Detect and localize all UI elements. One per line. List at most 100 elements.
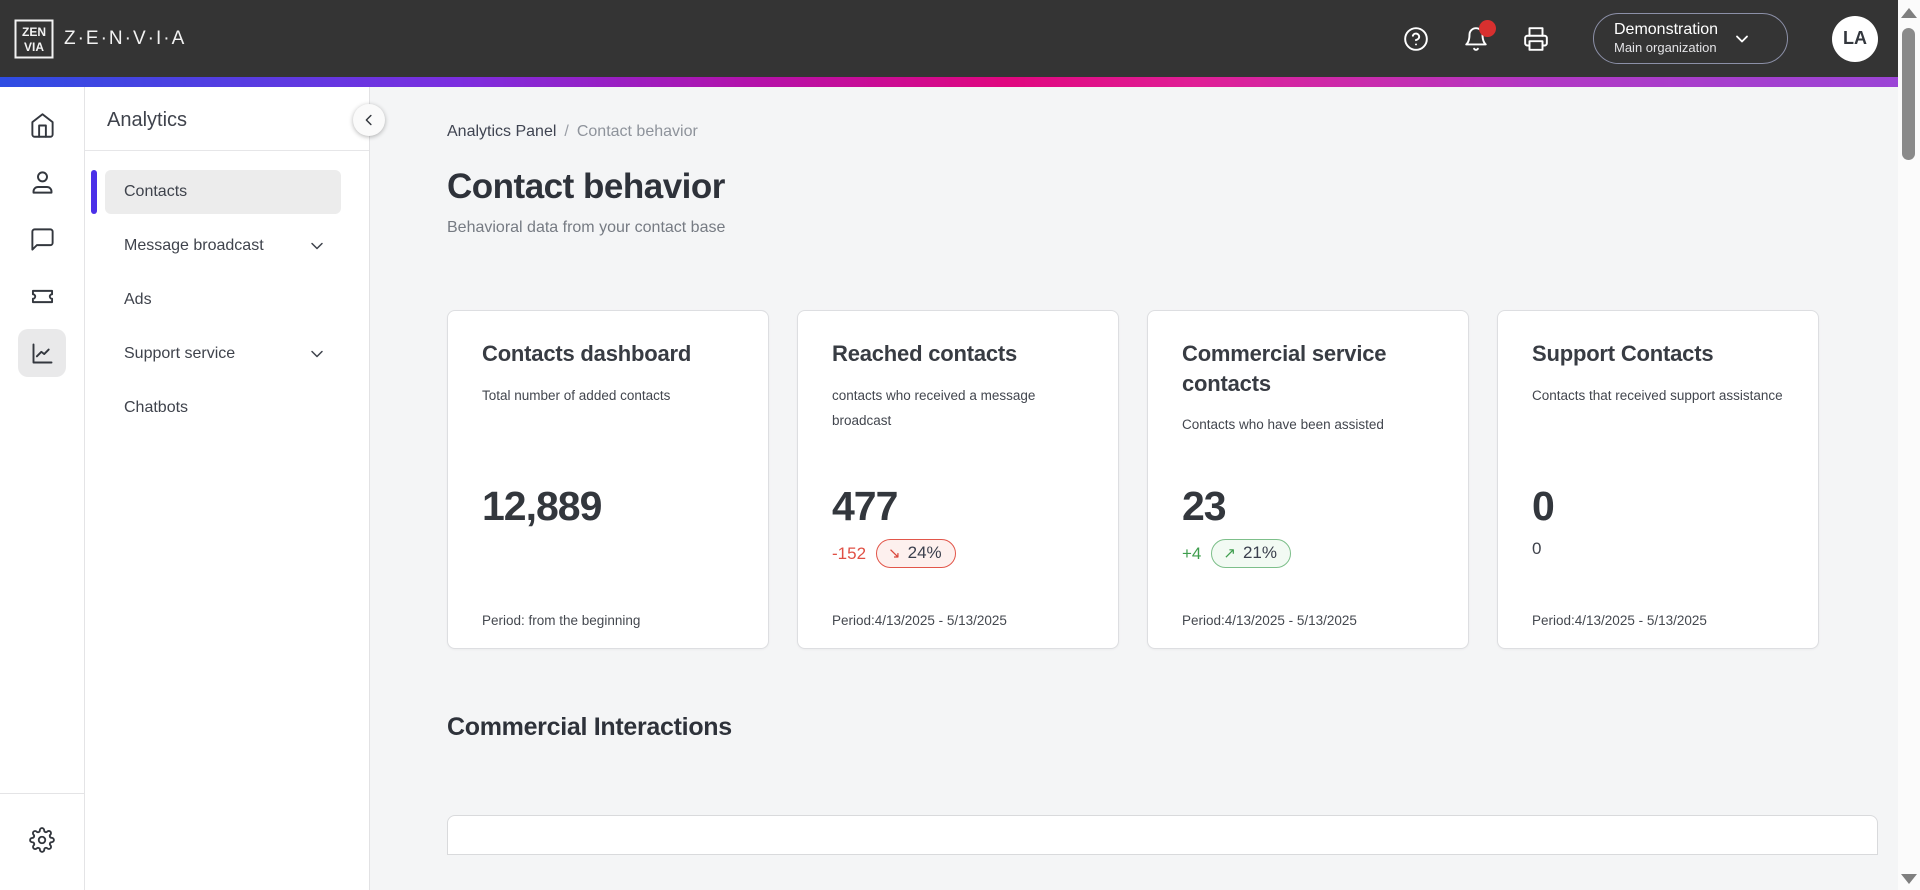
trend-up-icon: ↗ xyxy=(1223,544,1236,562)
card-description: Contacts who have been assisted xyxy=(1182,417,1384,433)
card-title: Contacts dashboard xyxy=(482,341,692,366)
topbar-actions: Demonstration Main organization LA xyxy=(1401,13,1878,64)
sidebar-item-contacts[interactable]: Contacts xyxy=(91,170,341,214)
print-button[interactable] xyxy=(1521,24,1551,54)
sidebar-divider xyxy=(85,150,369,151)
sidebar-nav: Contacts Message broadcast Ads Support s… xyxy=(85,151,369,430)
sidebar-item-chatbots[interactable]: Chatbots xyxy=(105,386,341,430)
chevron-left-icon xyxy=(365,114,372,126)
icon-rail xyxy=(0,87,85,890)
line-chart-icon xyxy=(32,343,52,363)
zenvia-brand: ZEN VIA Z·E·N·V·I·A xyxy=(14,19,186,59)
chevron-down-icon xyxy=(311,242,323,250)
card-value: 0 xyxy=(1532,483,1555,529)
topbar: ZEN VIA Z·E·N·V·I·A xyxy=(0,0,1898,77)
sidebar-header: Analytics xyxy=(85,87,369,150)
trend-badge: ↘ 24% xyxy=(876,539,956,568)
card-delta-row: -152 ↘ 24% xyxy=(832,539,956,568)
gear-icon xyxy=(29,827,55,853)
organization-text: Demonstration Main organization xyxy=(1614,20,1718,56)
ticket-icon xyxy=(31,289,53,303)
trend-badge: ↗ 21% xyxy=(1211,539,1291,568)
help-button[interactable] xyxy=(1401,24,1431,54)
home-icon xyxy=(30,112,54,138)
kpi-cards-row: Contacts dashboard Total number of added… xyxy=(447,310,1898,649)
card-period: Period:4/13/2025 - 5/13/2025 xyxy=(832,613,1007,628)
rail-item-contacts[interactable] xyxy=(18,158,66,206)
breadcrumb-analytics-panel[interactable]: Analytics Panel xyxy=(447,123,557,140)
breadcrumb-current: Contact behavior xyxy=(576,123,698,140)
card-period: Period:4/13/2025 - 5/13/2025 xyxy=(1182,613,1357,628)
trend-down-icon: ↘ xyxy=(888,544,901,562)
scroll-down-arrow[interactable] xyxy=(1901,874,1917,884)
page-subtitle: Behavioral data from your contact base xyxy=(447,219,726,236)
card-value: 23 xyxy=(1182,483,1227,529)
sidebar-item-label: Message broadcast xyxy=(124,237,264,254)
main-content: Analytics Panel / Contact behavior Conta… xyxy=(370,87,1898,890)
commercial-interactions-card xyxy=(447,815,1878,855)
section-title-commercial-interactions: Commercial Interactions xyxy=(447,713,732,741)
page-title: Contact behavior xyxy=(447,167,725,206)
zenvia-logo-icon: ZEN VIA xyxy=(14,19,54,58)
scrollbar-thumb[interactable] xyxy=(1902,28,1915,160)
card-title: Commercial service contacts xyxy=(1182,341,1387,396)
card-commercial-service-contacts: Commercial service contacts Contacts who… xyxy=(1147,310,1469,649)
organization-name: Demonstration xyxy=(1614,21,1719,39)
rail-item-campaigns[interactable] xyxy=(18,272,66,320)
card-value: 12,889 xyxy=(482,483,602,529)
breadcrumb-separator: / xyxy=(564,123,569,140)
organization-subtitle: Main organization xyxy=(1614,40,1717,56)
brand-gradient-bar xyxy=(0,77,1898,87)
card-delta: +4 xyxy=(1182,543,1202,563)
card-support-contacts: Support Contacts Contacts that received … xyxy=(1497,310,1819,649)
card-description: Total number of added contacts xyxy=(482,387,671,403)
card-contacts-dashboard: Contacts dashboard Total number of added… xyxy=(447,310,769,649)
notification-unread-dot xyxy=(1479,19,1496,37)
sidebar-item-label: Support service xyxy=(124,345,236,362)
svg-text:VIA: VIA xyxy=(24,40,44,54)
card-delta-row: +4 ↗ 21% xyxy=(1182,539,1291,568)
analytics-sidebar: Analytics Contacts Message broadcast Ads xyxy=(85,87,385,890)
chat-bubble-icon xyxy=(30,227,54,251)
sidebar-item-label: Ads xyxy=(124,291,152,308)
page-scrollbar[interactable] xyxy=(1898,0,1920,890)
trend-badge-value: 21% xyxy=(1242,543,1277,562)
chevron-down-icon xyxy=(311,350,323,358)
rail-item-analytics[interactable] xyxy=(18,329,66,377)
card-period: Period: from the beginning xyxy=(482,613,641,628)
printer-icon xyxy=(1524,26,1548,51)
sidebar-collapse-button[interactable] xyxy=(353,104,385,136)
user-icon xyxy=(32,170,52,194)
notifications-button[interactable] xyxy=(1461,19,1496,54)
rail-item-conversations[interactable] xyxy=(18,215,66,263)
brand-wordmark: Z·E·N·V·I·A xyxy=(64,27,187,49)
card-description: contacts who received a message broadcas… xyxy=(832,387,1036,429)
organization-selector[interactable]: Demonstration Main organization xyxy=(1593,13,1788,64)
rail-item-settings[interactable] xyxy=(18,816,66,864)
sidebar-item-label: Contacts xyxy=(124,183,188,200)
user-avatar[interactable]: LA xyxy=(1832,15,1878,62)
card-delta: -152 xyxy=(832,543,867,563)
bell-icon xyxy=(1465,26,1487,51)
card-title: Support Contacts xyxy=(1532,341,1714,366)
breadcrumb: Analytics Panel / Contact behavior xyxy=(447,123,1898,141)
card-period: Period:4/13/2025 - 5/13/2025 xyxy=(1532,613,1707,628)
chevron-down-icon xyxy=(1736,35,1748,42)
help-icon xyxy=(1404,26,1428,51)
sidebar-item-message-broadcast[interactable]: Message broadcast xyxy=(105,224,341,268)
rail-item-home[interactable] xyxy=(18,101,66,149)
svg-text:ZEN: ZEN xyxy=(22,25,46,39)
sidebar-item-support-service[interactable]: Support service xyxy=(105,332,341,376)
sidebar-title: Analytics xyxy=(107,109,188,131)
card-title: Reached contacts xyxy=(832,341,1018,366)
sidebar-item-label: Chatbots xyxy=(124,399,189,416)
card-delta: 0 xyxy=(1532,539,1542,558)
card-description: Contacts that received support assistanc… xyxy=(1532,387,1783,403)
card-delta-row: 0 xyxy=(1532,539,1541,559)
sidebar-item-ads[interactable]: Ads xyxy=(105,278,341,322)
card-value: 477 xyxy=(832,483,898,529)
card-reached-contacts: Reached contacts contacts who received a… xyxy=(797,310,1119,649)
scroll-up-arrow[interactable] xyxy=(1901,8,1917,18)
trend-badge-value: 24% xyxy=(907,543,942,562)
